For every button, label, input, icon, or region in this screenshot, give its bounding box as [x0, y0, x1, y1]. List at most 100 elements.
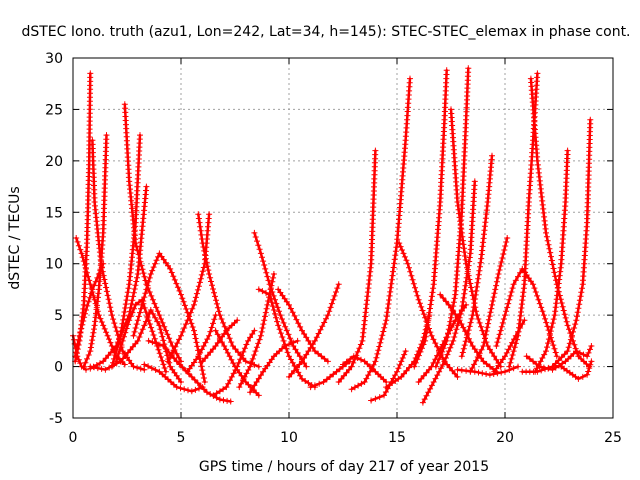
data-point	[437, 345, 444, 352]
data-point	[270, 274, 277, 281]
data-point	[456, 214, 463, 221]
data-point	[145, 278, 152, 285]
data-point	[185, 387, 191, 394]
data-point	[87, 348, 94, 355]
data-point	[158, 329, 165, 336]
data-point	[567, 336, 574, 343]
data-point	[228, 339, 235, 346]
data-point	[411, 363, 418, 370]
data-point	[219, 339, 225, 346]
series-line	[166, 213, 211, 363]
data-point	[499, 356, 506, 363]
data-point	[510, 348, 517, 355]
data-point	[302, 378, 309, 384]
data-point	[544, 344, 550, 351]
data-point	[367, 368, 373, 375]
data-point	[549, 320, 556, 327]
data-point	[493, 278, 500, 285]
data-point	[493, 356, 500, 363]
data-point	[213, 390, 220, 397]
data-point	[456, 311, 463, 318]
data-point	[464, 330, 471, 337]
data-point	[249, 355, 256, 362]
data-point	[539, 355, 546, 361]
data-point	[98, 264, 105, 271]
data-point	[226, 335, 233, 342]
data-point	[549, 338, 556, 345]
data-point	[407, 268, 414, 275]
data-point	[139, 266, 146, 273]
data-point	[196, 279, 203, 286]
data-point	[83, 265, 89, 272]
data-point	[131, 305, 137, 312]
data-point	[184, 368, 191, 375]
data-point	[444, 351, 451, 358]
data-point	[573, 317, 580, 324]
x-tick-label: 20	[496, 430, 514, 446]
data-point	[138, 262, 145, 269]
data-point	[226, 353, 233, 360]
data-point	[127, 304, 134, 311]
data-point	[162, 327, 169, 334]
data-point	[171, 369, 178, 376]
data-point	[153, 339, 159, 346]
data-point	[458, 321, 465, 327]
data-point	[107, 304, 114, 311]
data-point	[508, 289, 515, 295]
data-point	[292, 346, 299, 353]
data-point	[135, 251, 142, 258]
data-point	[284, 349, 291, 356]
data-point	[135, 313, 142, 320]
data-point	[415, 379, 422, 385]
data-point	[498, 323, 505, 330]
data-point	[200, 264, 207, 271]
data-point	[445, 348, 452, 355]
data-point	[183, 306, 190, 312]
data-point	[280, 319, 287, 326]
data-point	[553, 353, 560, 360]
data-point	[394, 368, 400, 375]
data-point	[489, 298, 496, 304]
data-point	[437, 291, 444, 298]
data-point	[338, 375, 345, 382]
data-point	[200, 371, 207, 378]
data-point	[478, 346, 485, 353]
data-point	[356, 345, 363, 352]
data-point	[281, 295, 288, 302]
data-point	[510, 281, 517, 288]
data-point	[575, 375, 582, 382]
data-point	[107, 339, 114, 346]
data-point	[245, 381, 252, 388]
data-point	[414, 356, 421, 363]
data-point	[207, 349, 214, 356]
data-point	[159, 333, 166, 340]
data-point	[273, 350, 280, 357]
data-point	[381, 324, 388, 331]
data-point	[462, 253, 468, 259]
data-point	[110, 316, 117, 323]
data-point	[200, 386, 207, 393]
data-point	[461, 290, 468, 297]
data-point	[382, 321, 389, 327]
data-point	[454, 322, 461, 329]
data-point	[348, 386, 355, 393]
data-point	[481, 339, 488, 346]
data-point	[395, 365, 402, 372]
data-point	[502, 312, 508, 319]
data-point	[73, 349, 79, 356]
data-point	[128, 360, 135, 367]
data-point	[301, 331, 308, 337]
data-point	[511, 336, 517, 343]
data-point	[251, 327, 258, 334]
data-point	[165, 376, 171, 383]
data-point	[156, 350, 163, 357]
data-point	[206, 211, 213, 218]
data-point	[390, 264, 397, 271]
data-point	[277, 330, 284, 337]
data-point	[106, 364, 113, 371]
data-point	[123, 325, 130, 332]
data-point	[473, 357, 479, 364]
data-point	[517, 325, 524, 331]
data-point	[545, 340, 551, 347]
data-point	[208, 278, 214, 285]
